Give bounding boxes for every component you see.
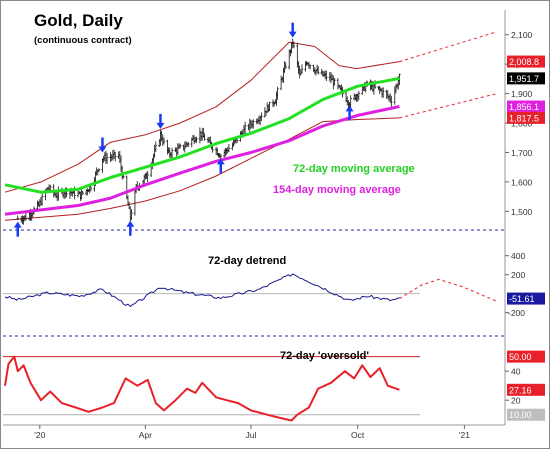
price-bar [162, 137, 166, 145]
price-value-text: 1,951.7 [509, 74, 539, 84]
price-value-text: 1,817.5 [509, 113, 539, 123]
price-value-badge: 1,817.5 [507, 111, 545, 124]
price-bar [268, 101, 271, 112]
price-y-tick-label: 1,600 [511, 177, 533, 187]
ma72-label: 72-day moving average [293, 163, 415, 175]
price-bar [227, 144, 231, 153]
price-bars-layer [16, 38, 401, 225]
oversold-reference-badge: 50.00 [507, 350, 545, 363]
arrow-up-marker [216, 158, 225, 174]
band-line [399, 31, 498, 63]
price-y-tick-label: 1,900 [511, 89, 533, 99]
oversold-line [4, 355, 400, 422]
price-value-text: 1,856.1 [509, 102, 539, 112]
price-bar [357, 90, 361, 101]
x-tick-label: Apr [139, 430, 152, 440]
price-value-badge: 2,008.8 [507, 55, 545, 68]
price-bar [195, 136, 198, 143]
chart-subtitle: (continuous contract) [34, 35, 132, 46]
arrow-up-marker [126, 220, 135, 236]
band-line [4, 41, 400, 193]
arrows-layer [13, 22, 354, 237]
price-bar [170, 147, 174, 159]
x-tick-label: Jul [246, 430, 257, 440]
price-bar [300, 64, 304, 74]
oversold-value-badge: 27.16 [507, 383, 545, 396]
chart-title: Gold, Daily [34, 11, 123, 30]
arrow-up-marker [13, 221, 22, 237]
x-tick-label: '20 [34, 430, 45, 440]
price-bar [276, 86, 279, 100]
detrend-y-tick-label: -200 [508, 308, 525, 318]
price-bar [325, 70, 328, 81]
band-line [399, 93, 498, 119]
price-bar [390, 95, 393, 107]
oversold-reference-text: 10.00 [509, 410, 532, 420]
price-value-badge: 1,856.1 [507, 100, 545, 113]
oversold-y-tick-label: 20 [511, 396, 521, 406]
x-tick-label: Oct [351, 430, 365, 440]
oversold-reference-badge: 10.00 [507, 408, 545, 421]
price-bar [16, 215, 19, 221]
detrend-title: 72-day detrend [208, 255, 286, 267]
price-bar [308, 64, 312, 70]
price-bar [114, 151, 117, 162]
ma154-label: 154-day moving average [273, 184, 401, 196]
price-bar [292, 41, 296, 49]
price-bar [154, 141, 158, 153]
price-bar [252, 119, 255, 129]
price-bar [97, 168, 101, 173]
price-bar [203, 133, 206, 141]
axis-layer: 1,5001,6001,7001,8001,9002,0002,10040020… [3, 10, 545, 440]
price-bar [349, 95, 352, 108]
price-bar [81, 190, 84, 196]
price-y-tick-label: 2,100 [511, 30, 533, 40]
price-bar [211, 145, 214, 153]
arrow-up-marker [345, 105, 354, 121]
moving-average-layer [4, 76, 400, 216]
price-bar [178, 143, 182, 149]
price-bar [243, 121, 247, 134]
oversold-title: 72-day 'oversold' [280, 350, 369, 362]
price-bar [146, 171, 149, 183]
price-bar [187, 142, 190, 148]
oversold-value-text: 27.16 [509, 385, 532, 395]
price-bar [24, 212, 28, 221]
arrow-down-marker [98, 137, 107, 153]
oversold-reference-text: 50.00 [509, 352, 532, 362]
oversold-y-tick-label: 40 [511, 367, 521, 377]
arrow-down-marker [156, 113, 165, 129]
arrow-down-marker [288, 22, 297, 38]
detrend-line [4, 273, 400, 308]
bands-layer [4, 31, 498, 221]
band-line [4, 117, 400, 221]
price-bar [333, 78, 336, 86]
price-bar [40, 193, 44, 206]
ma154-line [4, 105, 400, 216]
price-y-tick-label: 1,700 [511, 148, 533, 158]
detrend-value-text: -51.61 [509, 294, 535, 304]
detrend-y-tick-label: 200 [511, 270, 525, 280]
price-value-text: 2,008.8 [509, 57, 539, 67]
price-bar [381, 87, 385, 98]
price-bar [260, 112, 263, 122]
x-tick-label: '21 [459, 430, 470, 440]
price-y-tick-label: 1,500 [511, 207, 533, 217]
price-value-badge: 1,951.7 [507, 72, 545, 85]
detrend-value-badge: -51.61 [507, 292, 545, 305]
detrend-projection-line [399, 278, 498, 302]
price-bar [317, 66, 320, 75]
price-bar [105, 152, 109, 164]
detrend-y-tick-label: 400 [511, 251, 525, 261]
price-bar [284, 62, 287, 70]
ma72-line [4, 76, 400, 194]
price-bar [130, 209, 133, 221]
lower-panels-layer [3, 273, 498, 422]
